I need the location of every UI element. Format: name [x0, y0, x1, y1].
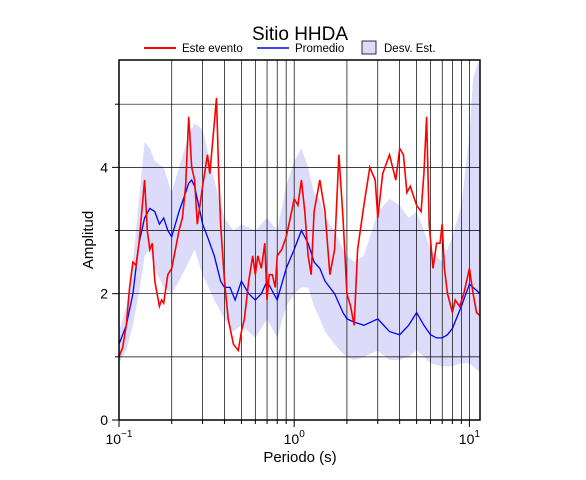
x-tick-label: 100 [284, 429, 306, 447]
legend-label-promedio: Promedio [295, 43, 344, 55]
std-dev-band [119, 60, 480, 373]
x-tick-label: 10−1 [106, 429, 133, 447]
y-tick-label: 4 [100, 159, 108, 175]
chart-title: Sitio HHDA [252, 24, 348, 45]
x-axis-label: Periodo (s) [263, 449, 336, 466]
y-tick-label: 0 [100, 412, 108, 428]
x-tick-label: 101 [459, 429, 481, 447]
series-line-este-evento [118, 97, 481, 358]
series-line-promedio [118, 178, 481, 345]
y-axis-label: Amplitud [80, 211, 97, 269]
legend-swatch-desv-est [361, 40, 377, 55]
plot-area: 10−1 100 101 0 2 4 [100, 59, 481, 447]
legend-label-este-evento: Este evento [182, 43, 243, 55]
plot-frame [118, 59, 481, 421]
legend-label-desv-est: Desv. Est. [384, 43, 436, 55]
y-tick-label: 2 [100, 286, 108, 302]
legend: Este evento Promedio Desv. Est. [144, 40, 436, 55]
